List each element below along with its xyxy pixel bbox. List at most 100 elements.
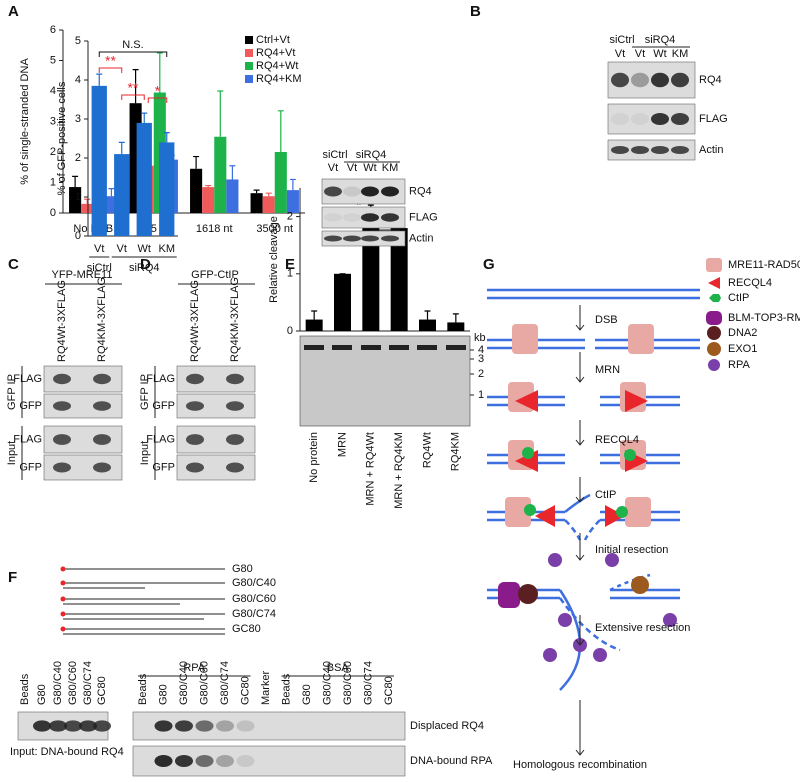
annotation: N.S. [122, 39, 143, 51]
blot-band [381, 186, 399, 197]
blot-band [79, 720, 97, 732]
lane-label: Vt [635, 48, 645, 60]
band-label: FLAG [409, 211, 438, 223]
y-tick-label: 1 [75, 191, 81, 203]
blot-band [186, 462, 204, 473]
y-tick-label: 0 [287, 325, 293, 337]
label-star [60, 611, 66, 617]
legend-label: RECQL4 [728, 277, 772, 289]
step-label: DSB [595, 314, 618, 326]
lane-label: GC80 [96, 676, 108, 705]
blot-band [216, 720, 234, 732]
blot-band [226, 434, 244, 445]
error-bar [452, 313, 459, 323]
y-axis-label: Relative cleavage [268, 216, 280, 303]
annotation: * [356, 197, 362, 213]
step-arrow [575, 533, 585, 561]
section-label: GFP IP [139, 374, 151, 410]
lane-label: G80/C40 [52, 661, 64, 705]
gel-band [417, 345, 437, 350]
blot-band [175, 755, 193, 767]
diagram-proteins [498, 324, 677, 662]
blot-band [611, 146, 629, 154]
step-arrow [575, 352, 585, 383]
blot-band [611, 72, 629, 88]
y-tick-label: 4 [75, 74, 81, 86]
error-bar [156, 52, 163, 93]
gel-band [361, 345, 381, 350]
blot-band [361, 235, 379, 242]
legend-label: MRE11-RAD50-NBS1 [728, 259, 800, 271]
error-bar [253, 189, 260, 194]
label-star [60, 580, 66, 586]
group-label: siCtrl [322, 149, 347, 161]
lane-label: RQ4KM-3XFLAG [229, 277, 241, 362]
x-tick-label: RQ4KM [450, 432, 462, 471]
y-tick-label: 3 [75, 113, 81, 125]
blot-band [343, 213, 361, 222]
band-label: FLAG [699, 113, 728, 125]
panel-letter: B [470, 3, 481, 20]
bar [91, 85, 107, 236]
blot-band [651, 146, 669, 154]
bracket [98, 67, 123, 73]
bar [69, 187, 82, 213]
blot-band [195, 720, 214, 732]
x-tick-label: Vt [117, 243, 127, 255]
panel-title: YFP-MRE11 [52, 269, 113, 281]
y-tick-label: 2 [50, 146, 56, 158]
substrate-label: GC80 [232, 623, 261, 635]
y-tick-label: 1 [287, 268, 293, 280]
substrate-label: G80/C60 [232, 593, 276, 605]
section-label: Input [139, 441, 151, 465]
error-bar [163, 132, 170, 143]
lane-label: Vt [328, 162, 338, 174]
blot-band [53, 434, 71, 445]
error-bar [118, 141, 125, 155]
lane-label: Beads [137, 673, 149, 705]
bar [362, 210, 380, 331]
blot-band [631, 113, 649, 125]
band-label: RQ4 [699, 74, 722, 86]
y-tick-label: 5 [75, 35, 81, 47]
lane-label: G80/C74 [362, 661, 374, 705]
band-label: Displaced RQ4 [410, 720, 484, 732]
blot-band [53, 401, 71, 411]
legend-swatch [245, 62, 253, 70]
step-arrow [575, 700, 585, 756]
bar [202, 187, 215, 213]
substrate-label: G80/C74 [232, 608, 276, 620]
error-bar [229, 165, 236, 180]
gel-band [446, 345, 466, 350]
step-label: RECQL4 [595, 434, 639, 446]
group-label: siCtrl [87, 262, 112, 274]
blot-band [93, 373, 111, 385]
step-label: MRN [595, 364, 620, 376]
error-bar [141, 112, 148, 123]
lane-label: Wt [363, 162, 376, 174]
blot-band [324, 235, 342, 242]
lane-label: GC80 [383, 676, 395, 705]
legend-swatch [245, 49, 253, 57]
lane-label: G80/C60 [67, 661, 79, 705]
legend-label: RPA [728, 359, 750, 371]
annotation: ** [105, 53, 116, 69]
x-tick-label: Wt [138, 243, 151, 255]
lane-label: RQ4Wt-3XFLAG [56, 280, 68, 362]
lane-label: G80 [36, 684, 48, 705]
legend-label: RQ4+Wt [256, 60, 298, 72]
error-bar [424, 310, 431, 320]
lane-label: Beads [19, 673, 31, 705]
gel-band [304, 345, 324, 350]
error-bar [108, 188, 115, 197]
input-label: Input: DNA-bound RQ4 [10, 746, 124, 758]
blot-band [93, 462, 111, 473]
panel-title: GFP-CtIP [191, 269, 239, 281]
error-bar [277, 110, 284, 152]
blot-band [611, 113, 629, 125]
panel-letter: A [8, 3, 19, 20]
blot-band [195, 755, 214, 767]
x-tick-label: MRN [336, 432, 348, 457]
bar [81, 203, 94, 213]
